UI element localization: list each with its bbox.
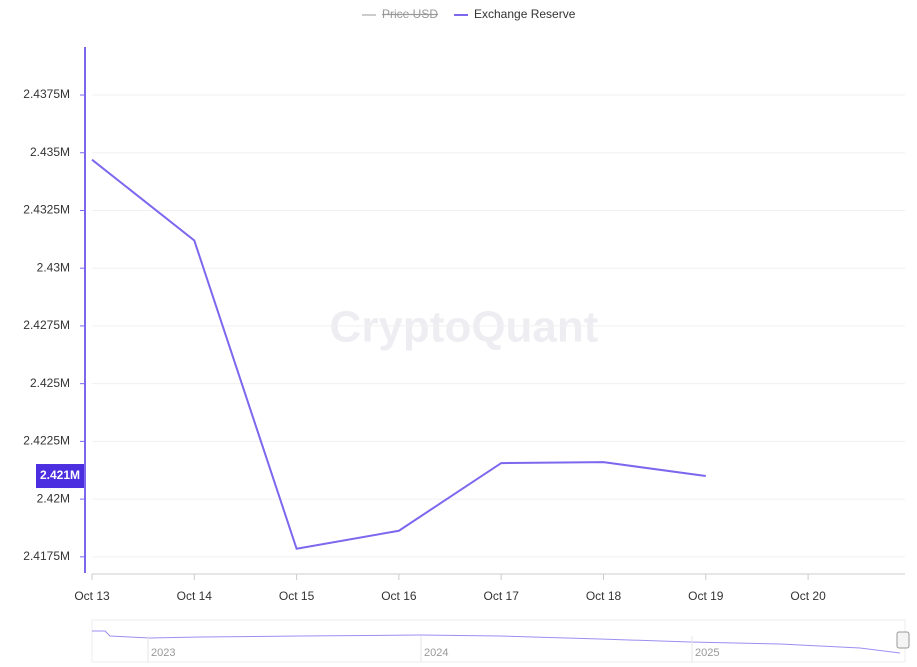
navigator-label: 2025	[695, 647, 719, 659]
watermark: CryptoQuant	[330, 303, 599, 352]
x-tick-label: Oct 17	[484, 589, 520, 603]
x-tick-label: Oct 20	[790, 589, 826, 603]
x-tick-label: Oct 13	[74, 589, 110, 603]
navigator-handle[interactable]	[896, 631, 910, 649]
x-tick-label: Oct 18	[586, 589, 622, 603]
y-tick-label: 2.4325M	[23, 203, 70, 217]
legend-label[interactable]: Price USD	[382, 7, 438, 21]
y-tick-label: 2.42M	[37, 491, 70, 505]
x-tick-label: Oct 15	[279, 589, 315, 603]
y-tick-label: 2.425M	[30, 376, 70, 390]
navigator	[91, 619, 906, 663]
y-tick-label: 2.4275M	[23, 318, 70, 332]
y-tick-label: 2.4175M	[23, 549, 70, 563]
y-tick-label: 2.4225M	[23, 434, 70, 448]
x-tick-label: Oct 19	[688, 589, 724, 603]
legend-label[interactable]: Exchange Reserve	[474, 7, 576, 21]
x-tick-label: Oct 14	[177, 589, 213, 603]
last-value-label: 2.421M	[40, 468, 80, 482]
navigator-label: 2024	[424, 647, 448, 659]
y-tick-label: 2.4375M	[23, 87, 70, 101]
navigator-line	[92, 630, 901, 654]
y-tick-label: 2.43M	[37, 260, 70, 274]
y-tick-label: 2.435M	[30, 145, 70, 159]
last-value-tag	[36, 464, 84, 489]
x-tick-label: Oct 16	[381, 589, 417, 603]
series-line	[91, 158, 706, 550]
navigator-label: 2023	[151, 647, 175, 659]
